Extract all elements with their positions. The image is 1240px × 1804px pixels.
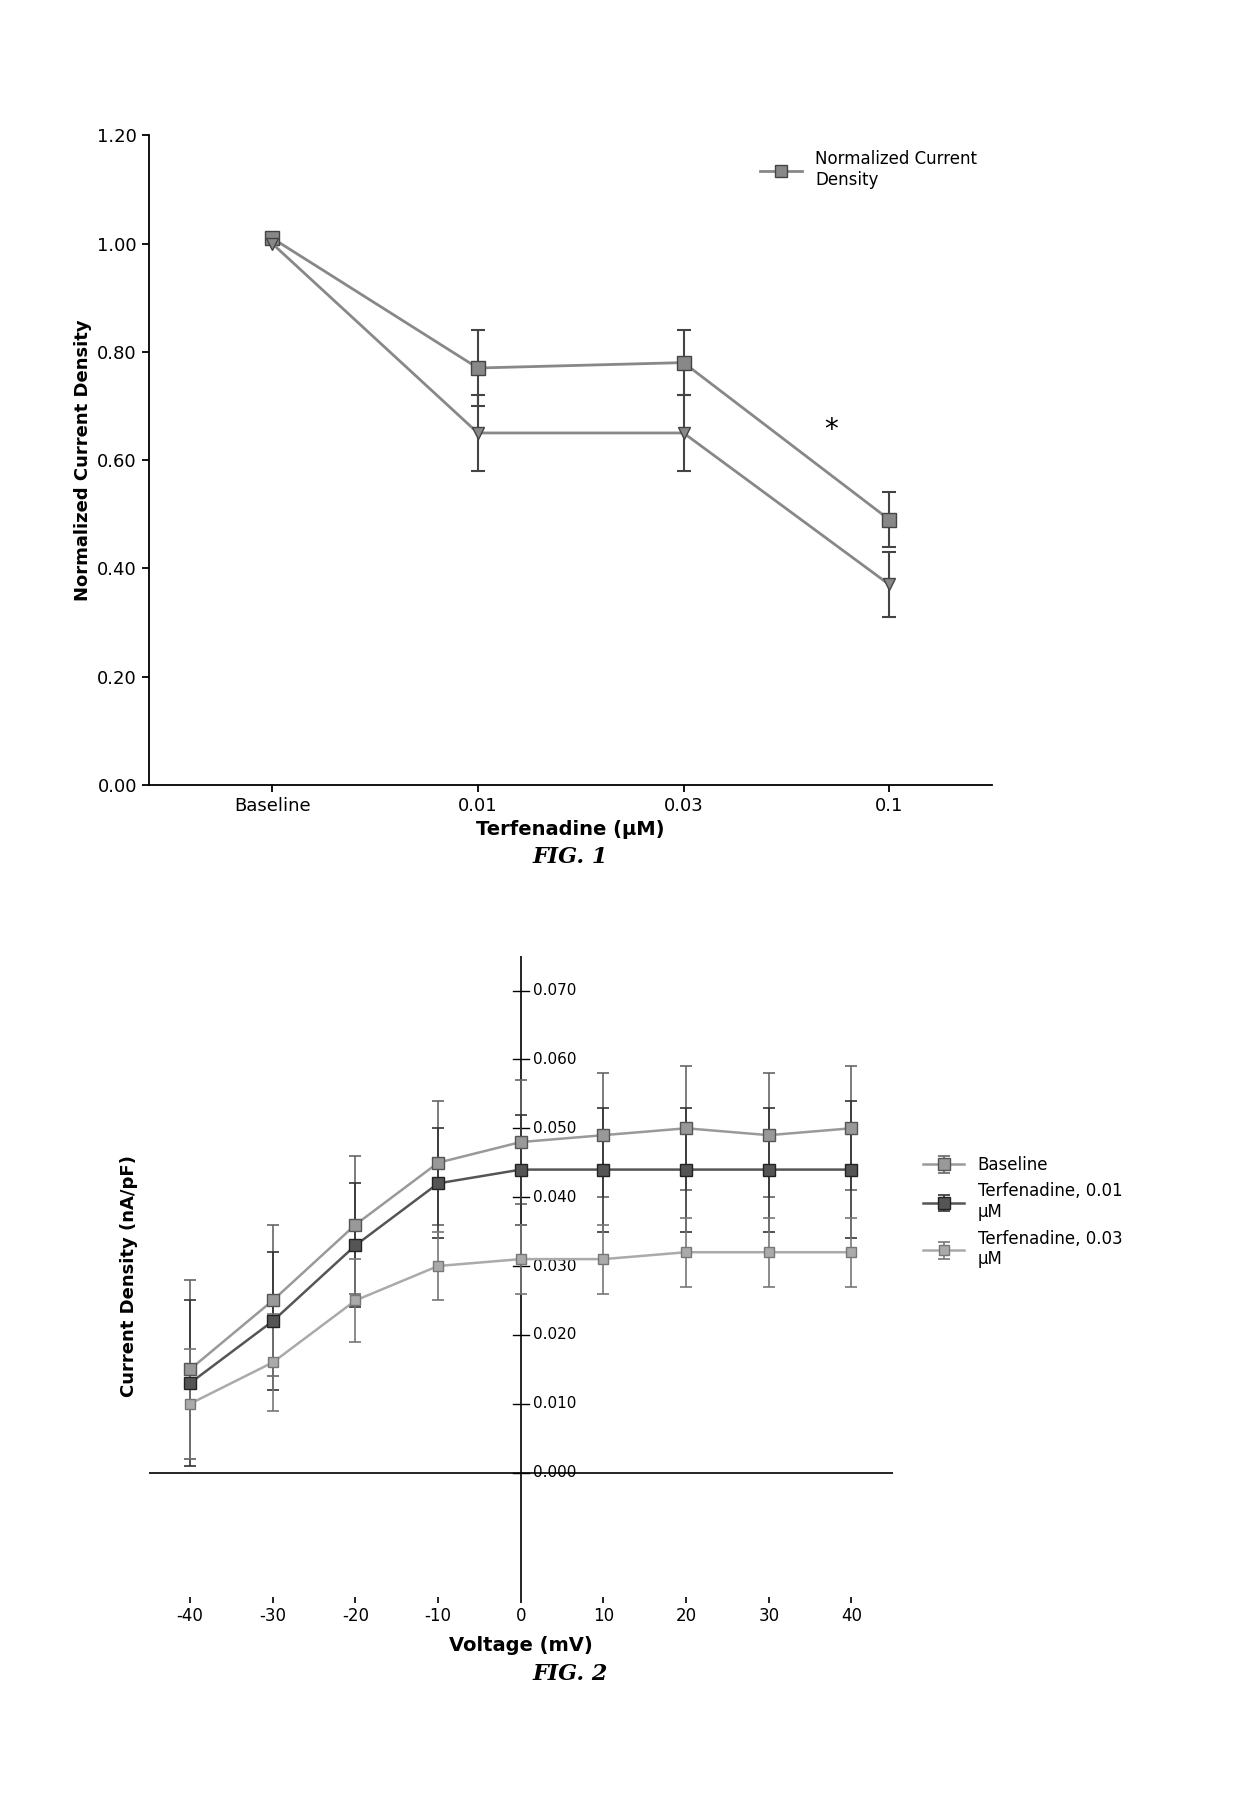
Text: 0.060: 0.060 bbox=[533, 1052, 577, 1066]
Text: FIG. 1: FIG. 1 bbox=[533, 846, 608, 868]
Legend: Normalized Current
Density: Normalized Current Density bbox=[754, 144, 983, 197]
Text: 0.010: 0.010 bbox=[533, 1396, 577, 1411]
Text: 0.000: 0.000 bbox=[533, 1465, 577, 1479]
Legend: Baseline, Terfenadine, 0.01
μM, Terfenadine, 0.03
μM: Baseline, Terfenadine, 0.01 μM, Terfenad… bbox=[916, 1149, 1128, 1275]
Text: 0.050: 0.050 bbox=[533, 1120, 577, 1137]
X-axis label: Terfenadine (μM): Terfenadine (μM) bbox=[476, 821, 665, 839]
Y-axis label: Normalized Current Density: Normalized Current Density bbox=[73, 319, 92, 601]
Text: 0.040: 0.040 bbox=[533, 1189, 577, 1205]
Text: 0.030: 0.030 bbox=[533, 1259, 577, 1274]
Text: 0.020: 0.020 bbox=[533, 1328, 577, 1342]
Y-axis label: Current Density (nA/pF): Current Density (nA/pF) bbox=[120, 1155, 139, 1398]
X-axis label: Voltage (mV): Voltage (mV) bbox=[449, 1636, 593, 1654]
Text: 0.070: 0.070 bbox=[533, 983, 577, 998]
Text: FIG. 2: FIG. 2 bbox=[533, 1663, 608, 1685]
Text: *: * bbox=[825, 417, 838, 444]
